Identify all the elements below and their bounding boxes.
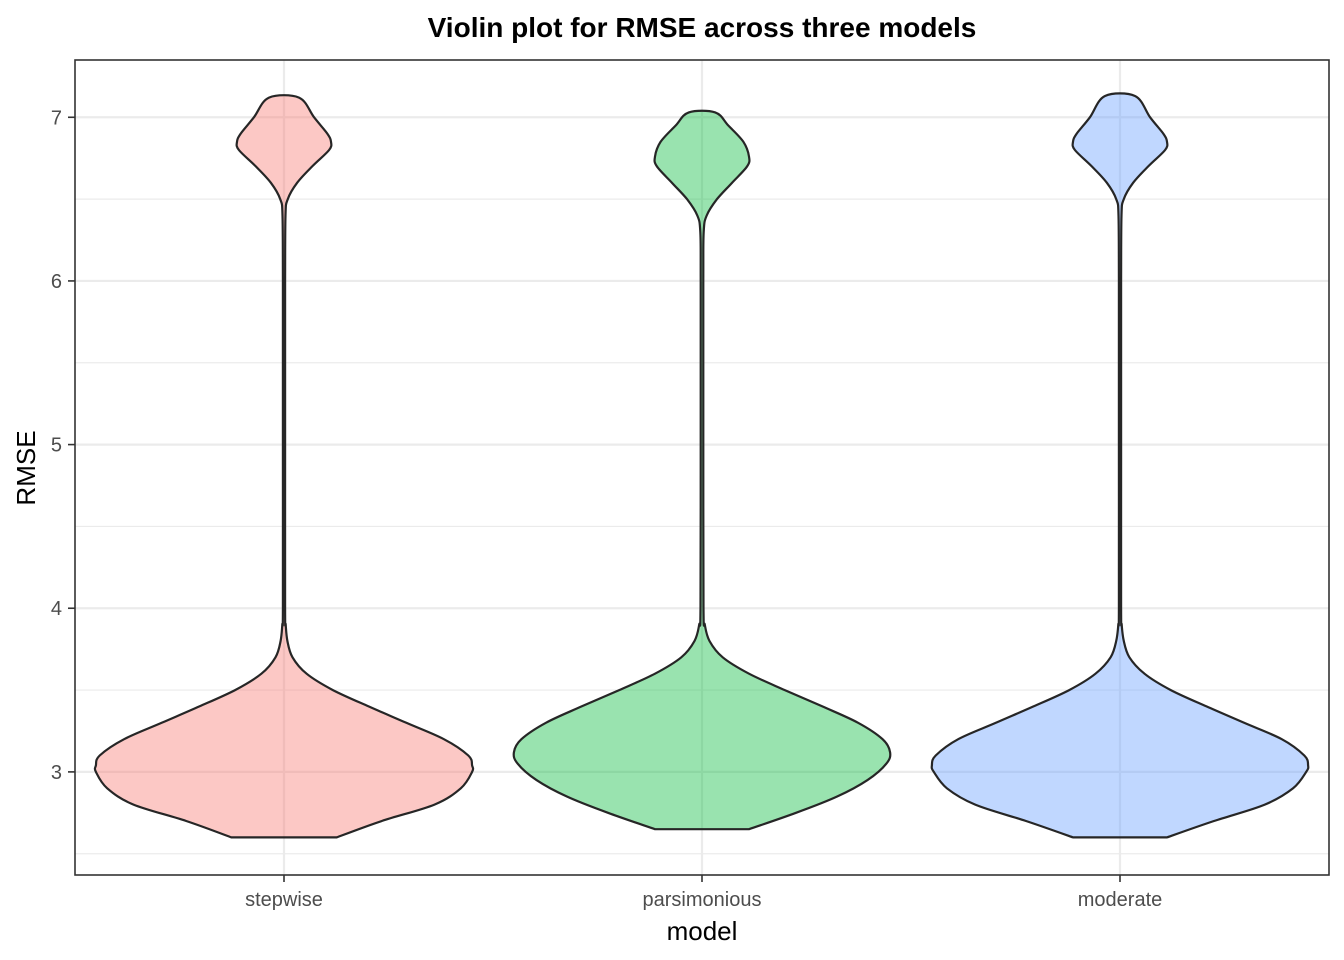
x-tick-label-parsimonious: parsimonious [643, 889, 762, 911]
violin-moderate [930, 92, 1310, 839]
violins [93, 92, 1310, 839]
y-tick-label: 7 [51, 107, 62, 129]
x-axis: stepwise parsimonious moderate [245, 875, 1162, 911]
chart-title: Violin plot for RMSE across three models [428, 12, 977, 43]
y-tick-label: 4 [51, 598, 62, 620]
x-axis-title: model [667, 916, 738, 946]
x-tick-label-moderate: moderate [1078, 889, 1163, 911]
y-tick-label: 5 [51, 435, 62, 457]
y-tick-label: 6 [51, 271, 62, 293]
y-axis-title: RMSE [11, 430, 41, 505]
y-axis: 3 4 5 6 7 [51, 107, 75, 784]
x-tick-label-stepwise: stepwise [245, 889, 323, 911]
violin-stepwise [93, 94, 475, 839]
violin-parsimonious [512, 109, 892, 831]
y-tick-label: 3 [51, 762, 62, 784]
